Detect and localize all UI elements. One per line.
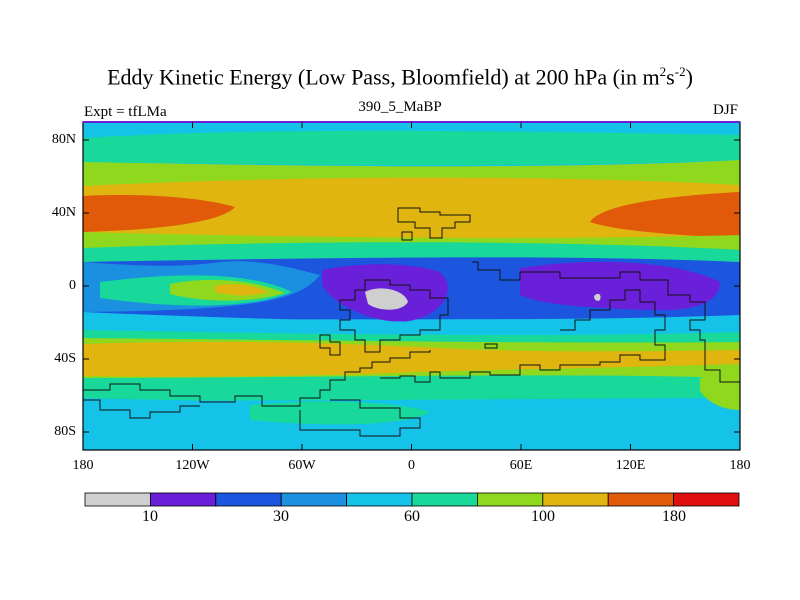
figure-title: Eddy Kinetic Energy (Low Pass, Bloomfiel… (107, 64, 693, 90)
lat-label-40n: 40N (51, 205, 76, 220)
colorbar-label-180: 180 (662, 508, 686, 525)
lon-label-120e: 120E (615, 458, 646, 473)
coast-antarctic-2 (299, 399, 421, 437)
colorbar-swatch-8 (607, 492, 675, 507)
coast-iberia (401, 231, 413, 241)
colorbar-swatch-2 (215, 492, 282, 507)
blob-south-atlantic-green (250, 401, 430, 425)
blob-equator-west-orange (215, 284, 268, 296)
colorbar-label-60: 60 (404, 508, 420, 525)
lat-label-40s: 40S (54, 351, 76, 366)
blob-north-east-red (590, 192, 740, 238)
experiment-label: Expt = tfLMa (84, 104, 167, 120)
colorbar-swatch-9 (673, 492, 740, 507)
colorbar-label-30: 30 (273, 508, 289, 525)
colorbar (84, 492, 740, 507)
lon-label-0: 0 (408, 458, 415, 473)
coast-antarctic-3 (83, 399, 200, 419)
lon-label-60w: 60W (288, 458, 316, 473)
subtitle-label: 390_5_MaBP (358, 99, 442, 115)
blob-pacific-grey (594, 293, 601, 301)
colorbar-swatch-0 (84, 492, 151, 507)
coast-antarctic (83, 350, 431, 407)
band-southern-cyan (83, 398, 740, 450)
coast-north-africa-europe (397, 207, 471, 239)
coast-se-asia (380, 289, 666, 383)
colorbar-label-100: 100 (531, 508, 555, 525)
colorbar-swatch-4 (346, 492, 413, 507)
season-label: DJF (712, 102, 738, 118)
coastlines (83, 207, 740, 437)
blob-north-west-red (83, 195, 235, 232)
band-north-green (83, 130, 740, 166)
colorbar-swatch-3 (280, 492, 348, 507)
colorbar-label-10: 10 (142, 508, 158, 525)
coast-africa (339, 279, 449, 353)
band-southern-green (83, 375, 740, 401)
coast-india-asia (472, 261, 740, 383)
lat-label-equator: 0 (69, 278, 76, 293)
lon-label-60e: 60E (509, 458, 533, 473)
blob-atlantic-grey (365, 288, 408, 310)
colorbar-swatch-5 (411, 492, 478, 507)
axis-ticks (83, 122, 740, 450)
colorbar-swatch-7 (542, 492, 609, 507)
band-north-lower-green (83, 242, 740, 263)
contour-field (83, 122, 740, 450)
lon-label-180e: 180 (729, 458, 751, 473)
lat-label-80n: 80N (51, 132, 76, 147)
lon-label-180w: 180 (72, 458, 94, 473)
band-south-cyan (83, 312, 740, 339)
band-north-orange (83, 177, 740, 251)
lat-label-80s: 80S (54, 424, 76, 439)
coast-south-america (319, 334, 341, 356)
blob-south-east-lime (700, 373, 740, 410)
colorbar-swatch-6 (476, 492, 544, 507)
blob-pacific-purple (520, 261, 720, 311)
colorbar-swatch-1 (149, 492, 217, 507)
band-south-orange (83, 341, 740, 377)
coast-small-island (484, 343, 498, 349)
lon-label-120w: 120W (175, 458, 210, 473)
